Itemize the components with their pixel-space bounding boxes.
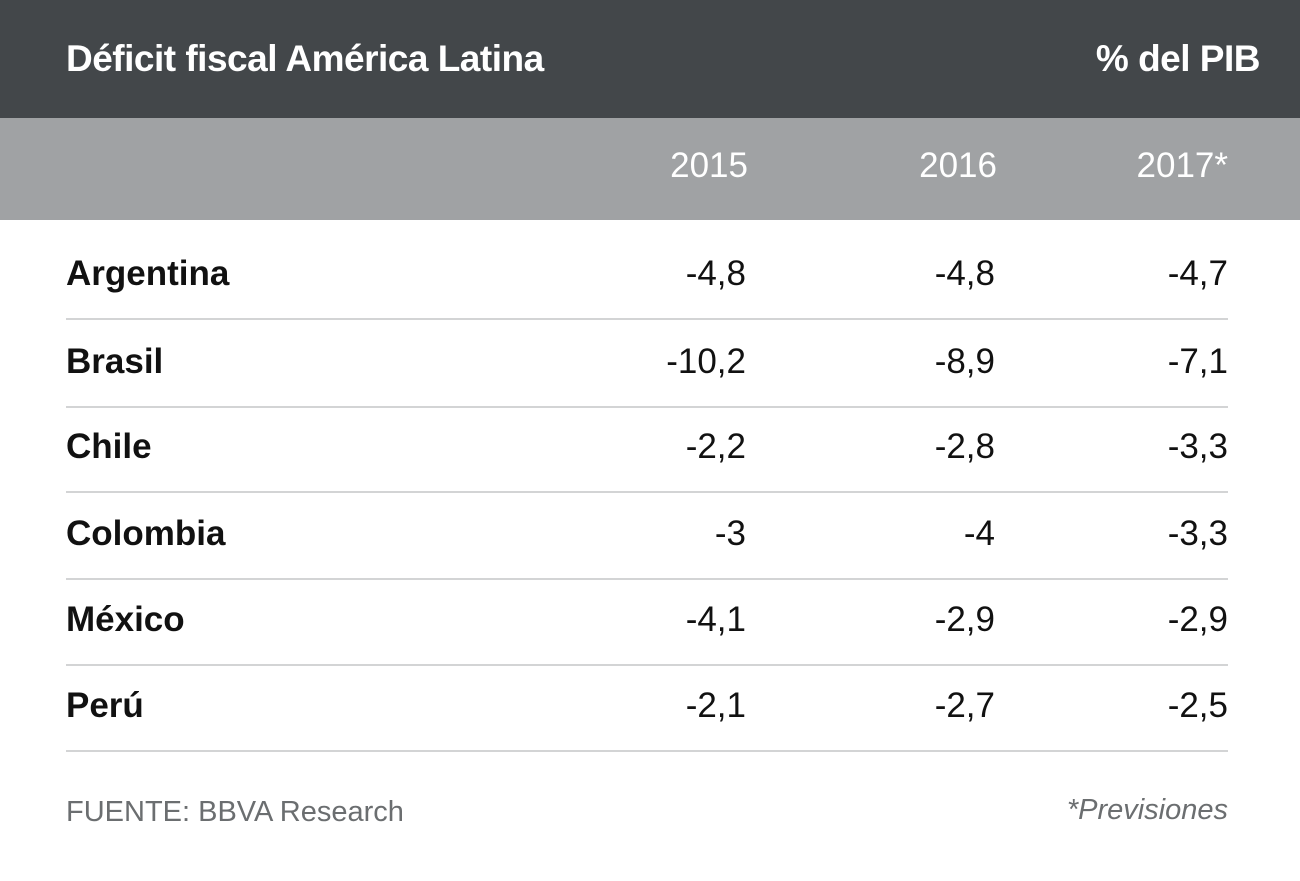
value-cell: -3,3 — [1167, 514, 1228, 553]
value-cell: -7,1 — [1167, 342, 1228, 381]
column-header-2016: 2016 — [919, 146, 997, 185]
value-cell: -4 — [963, 514, 995, 553]
value-cell: -3,3 — [1167, 427, 1228, 466]
forecast-note: *Previsiones — [1066, 794, 1228, 826]
value-cell: -8,9 — [934, 342, 995, 381]
country-label: Brasil — [66, 342, 164, 381]
value-cell: -2,9 — [934, 600, 995, 639]
country-label: Argentina — [66, 254, 230, 293]
column-header-2015: 2015 — [670, 146, 748, 185]
value-cell: -4,1 — [685, 600, 746, 639]
column-header-bar — [0, 118, 1300, 220]
table-row: Brasil -10,2 -8,9 -7,1 — [66, 320, 1228, 408]
country-label: Perú — [66, 686, 144, 725]
table-row: Chile -2,2 -2,8 -3,3 — [66, 405, 1228, 493]
value-cell: -4,8 — [685, 254, 746, 293]
value-cell: -10,2 — [666, 342, 746, 381]
column-header-2017: 2017* — [1136, 146, 1228, 185]
value-cell: -4,7 — [1167, 254, 1228, 293]
value-cell: -2,7 — [934, 686, 995, 725]
table-row: Argentina -4,8 -4,8 -4,7 — [66, 232, 1228, 320]
chart-title: Déficit fiscal América Latina — [66, 38, 544, 79]
value-cell: -2,1 — [685, 686, 746, 725]
title-bar: Déficit fiscal América Latina % del PIB — [0, 0, 1300, 118]
value-cell: -4,8 — [934, 254, 995, 293]
unit-label: % del PIB — [1095, 38, 1261, 79]
country-label: México — [66, 600, 185, 639]
table-row: México -4,1 -2,9 -2,9 — [66, 578, 1228, 666]
value-cell: -3 — [714, 514, 746, 553]
country-label: Colombia — [66, 514, 226, 553]
table-row: Colombia -3 -4 -3,3 — [66, 492, 1228, 580]
value-cell: -2,5 — [1167, 686, 1228, 725]
table-row: Perú -2,1 -2,7 -2,5 — [66, 664, 1228, 752]
value-cell: -2,8 — [934, 427, 995, 466]
country-label: Chile — [66, 427, 152, 466]
value-cell: -2,2 — [685, 427, 746, 466]
source-note: FUENTE: BBVA Research — [66, 796, 404, 828]
value-cell: -2,9 — [1167, 600, 1228, 639]
